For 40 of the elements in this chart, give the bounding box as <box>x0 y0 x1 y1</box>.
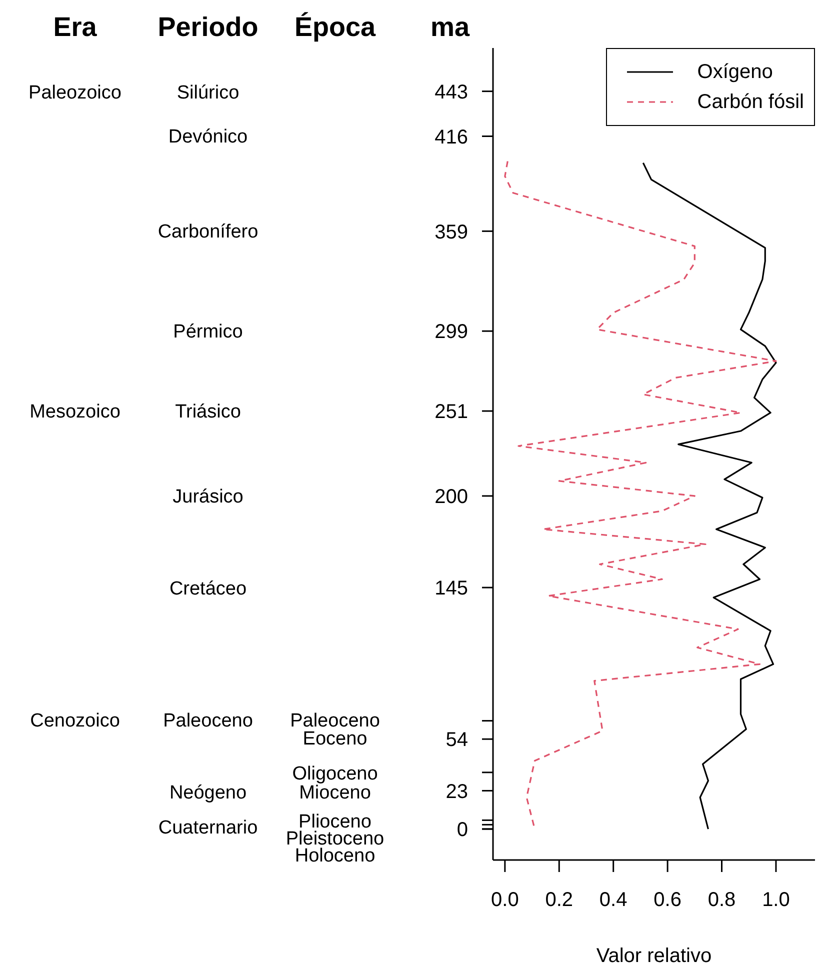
y-tick-label: 443 <box>434 81 468 104</box>
text: Jurásico <box>172 486 244 508</box>
y-tick-label: 23 <box>446 780 468 803</box>
text: Mioceno <box>299 782 371 804</box>
x-tick-label: 0.6 <box>654 889 682 912</box>
y-tick-label: 251 <box>434 401 468 424</box>
y-tick-label: 200 <box>434 486 468 508</box>
y-tick-label: 0 <box>456 819 468 842</box>
legend-label: Oxígeno <box>697 60 773 84</box>
text: Devónico <box>168 126 248 148</box>
y-tick-label: 416 <box>434 126 468 148</box>
y-tick-label: 359 <box>434 221 468 244</box>
text: Pérmico <box>173 322 243 343</box>
text: Cretáceo <box>169 578 247 600</box>
text: Cenozoico <box>30 710 120 732</box>
y-tick-label: 299 <box>434 321 468 344</box>
text: Paleoceno <box>163 710 253 732</box>
text: Mesozoico <box>30 402 120 423</box>
x-tick-label: 0.0 <box>491 889 519 912</box>
text: Época <box>294 12 376 42</box>
x-tick-label: 0.2 <box>545 889 574 912</box>
text: Paleozoico <box>28 82 122 104</box>
legend-label: Carbón fósil <box>697 90 804 114</box>
x-tick-label: 0.4 <box>599 889 628 912</box>
text: Holoceno <box>294 846 376 867</box>
y-tick-label: 145 <box>434 578 468 600</box>
x-tick-label: 1.0 <box>762 889 790 912</box>
x-axis-title: Valor relativo <box>596 945 712 967</box>
y-axis-title: ma <box>430 12 470 42</box>
line-series <box>642 162 777 830</box>
text: Carbonífero <box>158 222 258 243</box>
x-tick-label: 0.8 <box>708 889 736 912</box>
text: Neógeno <box>169 782 247 804</box>
text: Era <box>53 12 98 42</box>
text: Triásico <box>175 402 241 423</box>
text: Periodo <box>158 12 258 42</box>
text: Cuaternario <box>158 818 258 839</box>
y-tick-label: 54 <box>446 729 468 752</box>
text: Silúrico <box>176 82 240 104</box>
text: Oligoceno <box>292 764 378 785</box>
